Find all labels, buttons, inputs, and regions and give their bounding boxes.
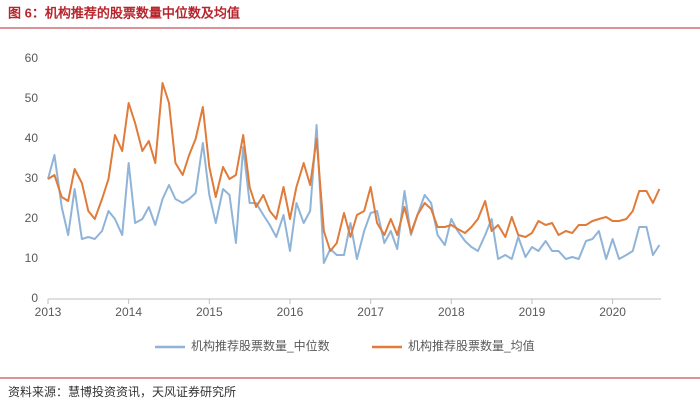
x-tick-label: 2018 <box>438 305 465 319</box>
y-tick-label: 60 <box>25 51 39 65</box>
source: 资料来源：慧博投资资讯，天风证券研究所 <box>8 384 236 399</box>
y-tick-label: 50 <box>25 91 39 105</box>
chart-title: 图 6：机构推荐的股票数量中位数及均值 <box>8 5 240 20</box>
series-line <box>47 82 661 252</box>
x-tick-label: 2019 <box>519 305 546 319</box>
legend-label: 机构推荐股票数量_均值 <box>408 338 535 353</box>
x-tick-label: 2015 <box>196 305 223 319</box>
x-tick-label: 2016 <box>277 305 304 319</box>
y-tick-label: 30 <box>25 171 39 185</box>
x-tick-label: 2014 <box>115 305 142 319</box>
y-tick-label: 0 <box>31 291 38 305</box>
y-tick-label: 10 <box>25 251 39 265</box>
legend-label: 机构推荐股票数量_中位数 <box>191 338 330 353</box>
y-tick-label: 40 <box>25 131 39 145</box>
y-tick-label: 20 <box>25 211 39 225</box>
series-line <box>47 124 661 264</box>
x-tick-label: 2017 <box>357 305 384 319</box>
x-tick-label: 2020 <box>599 305 626 319</box>
x-tick-label: 2013 <box>35 305 62 319</box>
